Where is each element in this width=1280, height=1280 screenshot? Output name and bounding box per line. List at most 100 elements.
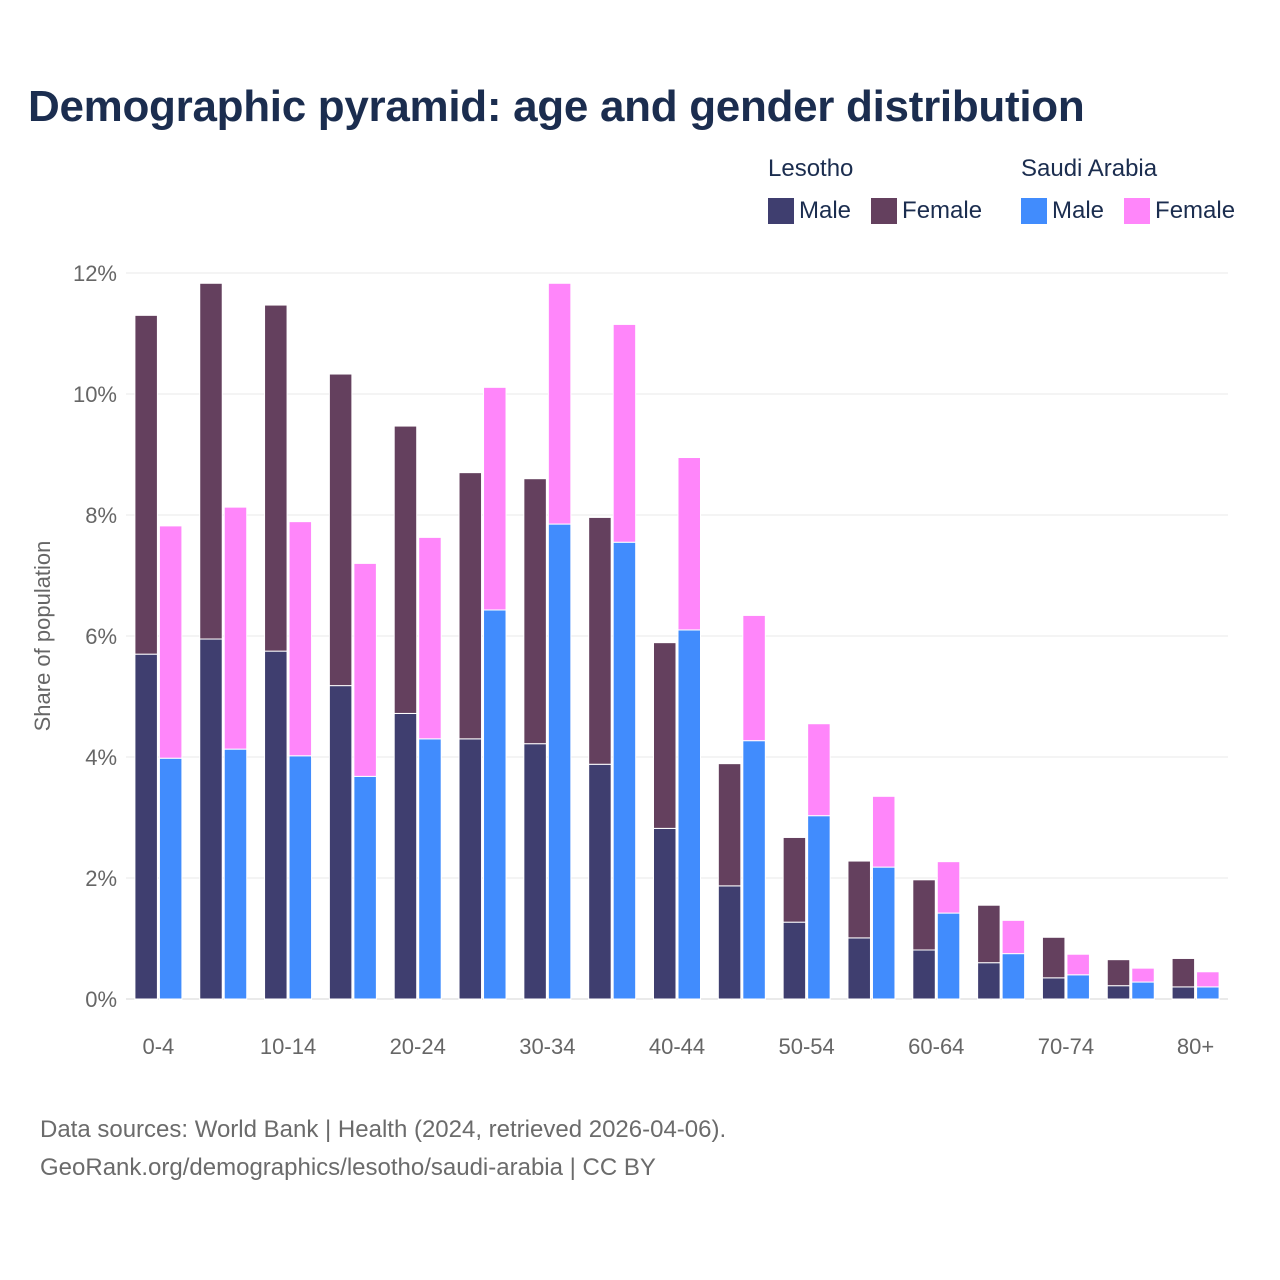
legend-label: Female xyxy=(1155,197,1236,224)
bar-saudi-male: Saudi Arabia Male 30-34: 7.85% xyxy=(547,523,572,1000)
bar-saudi-female: Saudi Arabia Female 45-49: 2.07% xyxy=(742,614,766,742)
bar-saudi-male: Saudi Arabia Male 55-59: 2.18% xyxy=(871,866,896,1000)
x-tick-label: 40-44 xyxy=(649,1034,705,1059)
bar-lesotho-female: Lesotho Female 60-64: 1.16% xyxy=(912,879,936,951)
x-tick-label: 50-54 xyxy=(779,1034,835,1059)
legend-swatch xyxy=(871,198,898,224)
bar-lesotho-male: Lesotho Male 35-39: 3.88% xyxy=(588,763,612,1000)
bar-lesotho-male: Lesotho Male 10-14: 5.75% xyxy=(264,650,288,1000)
bar-lesotho-female: Lesotho Female 25-29: 4.40% xyxy=(458,472,483,740)
x-tick-label: 20-24 xyxy=(390,1034,446,1059)
y-tick-label: 12% xyxy=(73,261,117,286)
bar-saudi-male: Saudi Arabia Male 70-74: 0.40% xyxy=(1066,974,1090,1000)
bar-lesotho-male: Lesotho Male 20-24: 4.72% xyxy=(393,712,418,1000)
y-tick-label: 4% xyxy=(85,745,117,770)
bar-lesotho-female: Lesotho Female 75-79: 0.43% xyxy=(1106,959,1131,987)
bar-saudi-female: Saudi Arabia Female 35-39: 3.60% xyxy=(612,323,637,543)
chart-title: Demographic pyramid: age and gender dist… xyxy=(28,82,1085,131)
legend-swatch xyxy=(768,198,794,224)
bar-saudi-male: Saudi Arabia Male 75-79: 0.28% xyxy=(1131,981,1155,1000)
bar-lesotho-male: Lesotho Male 45-49: 1.87% xyxy=(717,885,742,1000)
bar-lesotho-male: Lesotho Male 40-44: 2.82% xyxy=(653,827,677,1000)
bar-saudi-female: Saudi Arabia Female 30-34: 3.98% xyxy=(547,282,572,525)
legend-item-lesotho-male[interactable]: Male xyxy=(768,197,851,225)
bar-saudi-male: Saudi Arabia Male 20-24: 4.30% xyxy=(418,738,442,1000)
bar-lesotho-female: Lesotho Female 10-14: 5.72% xyxy=(264,304,288,652)
bar-lesotho-female: Lesotho Female 65-69: 0.95% xyxy=(977,904,1001,964)
bar-saudi-female: Saudi Arabia Female 0-4: 3.84% xyxy=(158,525,183,759)
bar-saudi-male: Saudi Arabia Male 35-39: 7.55% xyxy=(612,541,637,1000)
bar-saudi-male: Saudi Arabia Male 65-69: 0.75% xyxy=(1001,953,1026,1000)
bar-lesotho-male: Lesotho Male 65-69: 0.60% xyxy=(977,962,1001,1000)
legend-group-saudi-arabia: Saudi Arabia Male Female xyxy=(1021,155,1235,225)
bar-saudi-female: Saudi Arabia Female 5-9: 4.00% xyxy=(223,506,248,750)
bar-saudi-female: Saudi Arabia Female 20-24: 3.33% xyxy=(418,536,442,740)
bar-saudi-male: Saudi Arabia Male 60-64: 1.42% xyxy=(936,912,961,1000)
legend-label: Female xyxy=(902,197,983,224)
footer-source: Data sources: World Bank | Health (2024,… xyxy=(40,1116,727,1143)
chart-plot-area: 0% 2% 4% 6% 8% 10% 12% Share of population Lesot… xyxy=(30,261,1228,1059)
bar-lesotho-male: Lesotho Male 5-9: 5.95% xyxy=(199,638,223,1000)
legend-label: Male xyxy=(1052,197,1105,224)
legend-group-lesotho: Lesotho Male Female xyxy=(768,155,1002,225)
bar-saudi-female: Saudi Arabia Female 75-79: 0.23% xyxy=(1131,967,1155,983)
bar-saudi-female: Saudi Arabia Female 10-14: 3.87% xyxy=(288,521,313,757)
bar-lesotho-female: Lesotho Female 35-39: 4.08% xyxy=(588,516,612,765)
bar-lesotho-male: Lesotho Male 15-19: 5.18% xyxy=(328,685,353,1000)
bar-saudi-male: Saudi Arabia Male 10-14: 4.02% xyxy=(288,755,313,1000)
x-tick-label: 80+ xyxy=(1177,1034,1214,1059)
bar-saudi-male: Saudi Arabia Male 40-44: 6.10% xyxy=(677,629,701,1000)
bar-saudi-male: Saudi Arabia Male 15-19: 3.68% xyxy=(353,775,377,1000)
legend-group-title: Saudi Arabia xyxy=(1021,155,1158,182)
bar-lesotho-female: Lesotho Female 20-24: 4.75% xyxy=(393,425,418,714)
bar-saudi-female: Saudi Arabia Female 15-19: 3.52% xyxy=(353,562,377,777)
bar-lesotho-female: Lesotho Female 45-49: 2.02% xyxy=(717,763,742,887)
legend-group-title: Lesotho xyxy=(768,155,854,182)
bar-lesotho-male: Lesotho Male 60-64: 0.81% xyxy=(912,949,936,1000)
y-axis-title: Share of population xyxy=(30,541,55,732)
footer-link[interactable]: GeoRank.org/demographics/lesotho/saudi-a… xyxy=(40,1154,656,1181)
bar-lesotho-female: Lesotho Female 55-59: 1.27% xyxy=(847,860,871,939)
bar-lesotho-male: Lesotho Male 70-74: 0.35% xyxy=(1041,977,1066,1000)
x-tick-label: 0-4 xyxy=(143,1034,175,1059)
bar-saudi-female: Saudi Arabia Female 70-74: 0.34% xyxy=(1066,953,1090,976)
bar-lesotho-male: Lesotho Male 30-34: 4.22% xyxy=(523,743,547,1000)
bar-saudi-male: Saudi Arabia Male 0-4: 3.98% xyxy=(158,757,183,1000)
bar-saudi-male: Saudi Arabia Male 80+: 0.20% xyxy=(1196,986,1220,1000)
x-tick-label: 60-64 xyxy=(908,1034,964,1059)
bar-lesotho-male: Lesotho Male 25-29: 4.30% xyxy=(458,738,483,1000)
x-tick-label: 30-34 xyxy=(519,1034,575,1059)
legend-item-saudi-female[interactable]: Female xyxy=(1124,197,1235,225)
bar-lesotho-female: Lesotho Female 5-9: 5.88% xyxy=(199,282,223,640)
bar-saudi-male: Saudi Arabia Male 50-54: 3.03% xyxy=(807,815,831,1000)
legend-swatch xyxy=(1021,198,1047,224)
legend-item-lesotho-female[interactable]: Female xyxy=(871,197,982,225)
y-tick-label: 8% xyxy=(85,503,117,528)
legend-item-saudi-male[interactable]: Male xyxy=(1021,197,1104,225)
bar-lesotho-male: Lesotho Male 50-54: 1.27% xyxy=(782,921,807,1000)
bar-lesotho-female: Lesotho Female 80+: 0.47% xyxy=(1171,957,1196,988)
bar-saudi-female: Saudi Arabia Female 55-59: 1.17% xyxy=(871,795,896,868)
bar-saudi-female: Saudi Arabia Female 60-64: 0.85% xyxy=(936,861,961,914)
bar-lesotho-female: Lesotho Female 40-44: 3.07% xyxy=(653,642,677,829)
bar-saudi-male: Saudi Arabia Male 25-29: 6.43% xyxy=(483,609,507,1000)
x-tick-label: 10-14 xyxy=(260,1034,316,1059)
bar-lesotho-female: Lesotho Female 50-54: 1.40% xyxy=(782,836,807,923)
bar-saudi-female: Saudi Arabia Female 25-29: 3.68% xyxy=(483,386,507,611)
x-tick-label: 70-74 xyxy=(1038,1034,1094,1059)
bar-saudi-female: Saudi Arabia Female 65-69: 0.55% xyxy=(1001,919,1026,955)
bar-lesotho-female: Lesotho Female 70-74: 0.67% xyxy=(1041,936,1066,979)
y-tick-label: 0% xyxy=(85,987,117,1012)
bar-lesotho-male: Lesotho Male 0-4: 5.70% xyxy=(134,653,158,1000)
bar-lesotho-male: Lesotho Male 75-79: 0.22% xyxy=(1106,985,1131,1000)
bar-lesotho-male: Lesotho Male 80+: 0.20% xyxy=(1171,986,1196,1000)
bar-lesotho-female: Lesotho Female 30-34: 4.38% xyxy=(523,478,547,745)
bar-lesotho-female: Lesotho Female 0-4: 5.60% xyxy=(134,314,158,655)
bar-lesotho-female: Lesotho Female 15-19: 5.15% xyxy=(328,373,353,687)
bar-saudi-male: Saudi Arabia Male 45-49: 4.27% xyxy=(742,740,766,1000)
legend-swatch xyxy=(1124,198,1151,224)
bar-lesotho-male: Lesotho Male 55-59: 1.01% xyxy=(847,937,871,1000)
legend-label: Male xyxy=(799,197,852,224)
y-tick-label: 6% xyxy=(85,624,117,649)
y-tick-label: 2% xyxy=(85,866,117,891)
